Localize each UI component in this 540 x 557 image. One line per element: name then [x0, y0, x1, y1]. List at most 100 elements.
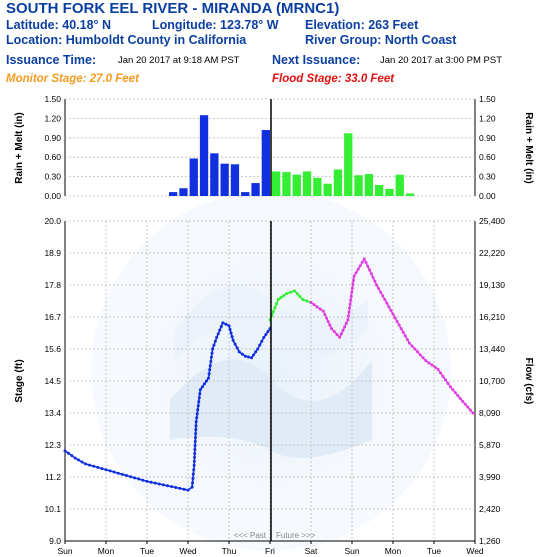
observed-stage-point: [202, 382, 206, 386]
observed-stage-point: [186, 488, 190, 492]
rain-bar-forecast: [375, 185, 384, 196]
observed-stage-point: [230, 335, 234, 339]
forecast-stage-magenta-point: [325, 316, 329, 320]
rain-bar-observed: [189, 158, 198, 196]
observed-stage-point: [157, 482, 161, 486]
observed-stage-point: [266, 330, 270, 334]
observed-stage-point: [243, 354, 247, 358]
forecast-stage-magenta-point: [458, 396, 462, 400]
forecast-stage-magenta-point: [466, 405, 470, 409]
issuance-label: Issuance Time:: [6, 53, 97, 67]
forecast-stage-magenta-point: [368, 268, 372, 272]
rain-bar-observed: [210, 153, 219, 196]
rain-ytick-right: 0.00: [479, 191, 496, 201]
observed-stage-point: [197, 400, 201, 404]
forecast-stage-magenta-point: [427, 361, 431, 365]
flow-ytick-right: 2,420: [479, 504, 501, 514]
page-title: SOUTH FORK EEL RIVER - MIRANDA (MRNC1): [6, 0, 340, 17]
observed-stage-point: [137, 477, 141, 481]
observed-stage-point: [194, 432, 198, 436]
forecast-stage-magenta-point: [397, 323, 401, 327]
observed-stage-point: [145, 479, 149, 483]
observed-stage-point: [195, 416, 199, 420]
rain-bar-observed: [179, 188, 188, 196]
forecast-stage-magenta-point: [339, 332, 343, 336]
forecast-stage-magenta-point: [401, 330, 405, 334]
forecast-stage-magenta-point: [354, 271, 358, 275]
rain-ytick-right: 1.20: [479, 113, 496, 123]
forecast-stage-magenta-point: [315, 305, 319, 309]
observed-stage-point: [256, 347, 260, 351]
rain-bar-observed: [261, 130, 270, 196]
flow-ytick-right: 10,700: [479, 376, 505, 386]
flow-ytick-right: 8,090: [479, 408, 501, 418]
forecast-stage-magenta-point: [335, 332, 339, 336]
rain-ylabel-right: Rain + Melt (in): [523, 112, 534, 183]
observed-stage-point: [197, 396, 201, 400]
rain-bar-observed: [251, 183, 260, 196]
stage-ytick-left: 10.1: [44, 504, 61, 514]
forecast-stage-magenta-point: [416, 350, 420, 354]
rain-bar-forecast: [364, 174, 373, 196]
observed-stage-point: [92, 464, 96, 468]
observed-stage-point: [182, 487, 186, 491]
stage-ytick-left: 16.7: [44, 312, 61, 322]
observed-stage-point: [260, 339, 264, 343]
forecast-stage-magenta-point: [369, 272, 373, 276]
stage-ytick-left: 17.8: [44, 280, 61, 290]
observed-stage-point: [207, 376, 210, 380]
forecast-stage-magenta-point: [413, 347, 417, 351]
forecast-stage-magenta-point: [395, 319, 399, 323]
observed-stage-point: [104, 468, 108, 472]
forecast-stage-magenta-point: [391, 312, 395, 316]
rain-bar-forecast: [302, 171, 312, 196]
observed-stage-point: [227, 324, 231, 328]
forecast-stage-green-point: [298, 295, 302, 299]
forecast-stage-magenta-point: [323, 313, 327, 317]
forecast-stage-magenta-point: [362, 257, 366, 261]
observed-stage-point: [224, 322, 228, 326]
observed-stage-point: [211, 347, 215, 351]
forecast-stage-green-point: [301, 298, 305, 302]
rain-bar-forecast: [344, 133, 353, 196]
forecast-stage-magenta-point: [407, 341, 411, 345]
stage-ytick-left: 11.2: [45, 472, 61, 482]
forecast-stage-magenta-point: [453, 391, 457, 395]
stage-chart: 9.0 1,260 10.1 2,420 11.2 3,990 12.3 5,870 13.4 8…: [14, 216, 534, 556]
forecast-stage-magenta-point: [456, 394, 460, 398]
forecast-stage-magenta-point: [379, 290, 383, 294]
forecast-stage-magenta-point: [418, 353, 422, 357]
observed-stage-point: [178, 486, 182, 490]
forecast-stage-magenta-point: [430, 363, 434, 367]
observed-stage-point: [112, 470, 116, 474]
observed-stage-point: [218, 328, 222, 332]
x-tick-label: Mon: [385, 546, 402, 556]
forecast-stage-magenta-point: [405, 338, 409, 342]
forecast-stage-magenta-point: [389, 308, 393, 312]
rain-bar-forecast: [323, 183, 332, 196]
flow-ytick-right: 5,870: [479, 440, 501, 450]
stage-ytick-left: 12.3: [44, 440, 61, 450]
observed-stage-point: [262, 335, 266, 339]
observed-stage-point: [73, 456, 77, 460]
observed-stage-point: [191, 472, 195, 476]
rain-ytick-left: 0.00: [44, 191, 61, 201]
flow-ytick-right: 19,130: [479, 280, 505, 290]
next-issuance-label: Next Issuance:: [272, 53, 361, 67]
observed-stage-point: [210, 351, 214, 355]
flow-ytick-right: 16,210: [479, 312, 505, 322]
flood-stage: Flood Stage: 33.0 Feet: [272, 73, 395, 85]
x-tick-label: Fri: [265, 546, 275, 556]
forecast-stage-magenta-point: [433, 365, 437, 369]
forecast-stage-magenta-point: [461, 399, 465, 403]
forecast-stage-green-point: [289, 290, 292, 294]
observed-stage-point: [195, 412, 199, 416]
forecast-stage-magenta-point: [318, 307, 322, 311]
observed-stage-point: [125, 474, 128, 478]
forecast-stage-magenta-point: [381, 294, 385, 298]
forecast-stage-green-point: [271, 310, 275, 314]
forecast-stage-magenta-point: [312, 303, 316, 307]
observed-stage-point: [170, 485, 174, 489]
forecast-stage-magenta-point: [471, 411, 475, 415]
